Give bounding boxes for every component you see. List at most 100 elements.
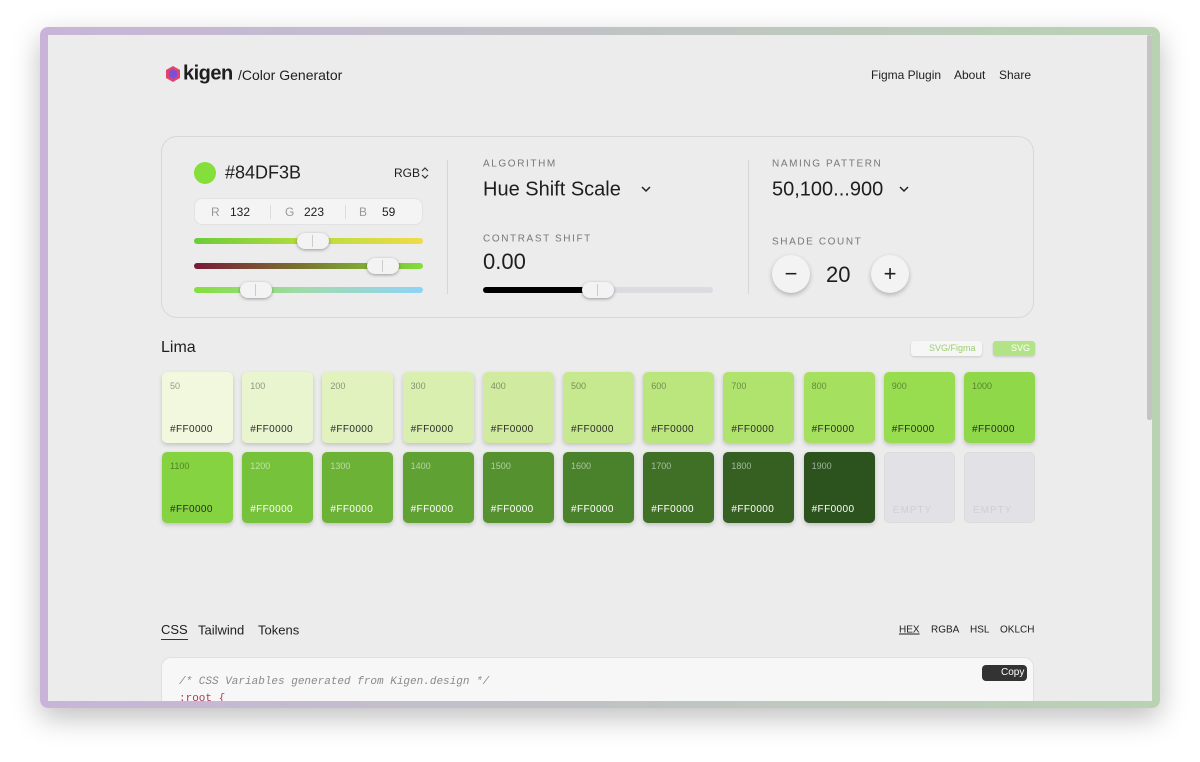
swatch-hex: #FF0000 (490, 424, 534, 435)
swatch[interactable]: 300 #FF0000 (402, 372, 474, 443)
swatch-label: 100 (250, 381, 266, 391)
section-label: SHADE COUNT (772, 236, 863, 248)
channel-value[interactable]: 223 (304, 205, 325, 219)
swatch[interactable]: 1400 #FF0000 (402, 452, 474, 523)
swatch-label: 800 (811, 381, 827, 391)
window: kigen /Color Generator Figma Plugin Abou… (40, 27, 1160, 708)
section-label: CONTRAST SHIFT (483, 233, 592, 245)
mode-select[interactable]: RGB (394, 166, 421, 180)
swatch-label: 1700 (651, 461, 672, 471)
palette-name: Lima (161, 339, 196, 356)
swatch[interactable]: 1000 #FF0000 (964, 372, 1035, 443)
swatch-label: 1800 (731, 461, 752, 471)
slider-knob[interactable] (297, 233, 329, 249)
swatch[interactable]: 1300 #FF0000 (322, 452, 394, 523)
format-option[interactable]: HSL (970, 624, 990, 636)
app: kigen /Color Generator Figma Plugin Abou… (48, 35, 1152, 701)
tab[interactable]: Tokens (258, 622, 300, 638)
swatch[interactable]: 900 #FF0000 (883, 372, 955, 443)
swatch-label: 300 (410, 381, 426, 391)
page-title: /Color Generator (238, 67, 343, 83)
slider-knob[interactable] (367, 258, 399, 274)
swatch-hex: #FF0000 (330, 424, 374, 435)
swatch-hex: #FF0000 (651, 504, 695, 515)
tab[interactable]: CSS (161, 620, 188, 640)
swatch[interactable]: 1800 #FF0000 (723, 452, 795, 523)
channel-value[interactable]: 132 (230, 205, 251, 219)
code-box (161, 657, 1034, 701)
swatch[interactable]: 50 #FF0000 (162, 372, 233, 443)
shade-count: 20 (826, 262, 851, 287)
nav-link[interactable]: About (954, 68, 986, 82)
nav-link[interactable]: Share (999, 68, 1032, 82)
swatch[interactable]: 1900 #FF0000 (803, 452, 875, 523)
export-button[interactable]: SVG (993, 341, 1035, 356)
color-dot[interactable] (194, 162, 216, 184)
scrollbar[interactable] (1147, 35, 1152, 420)
rgb-input[interactable] (194, 198, 423, 225)
code-line: /* CSS Variables generated from Kigen.de… (179, 676, 490, 688)
swatch-hex: #FF0000 (571, 504, 614, 515)
slider-track (194, 287, 423, 293)
swatch-label: 900 (891, 381, 907, 391)
divider (748, 160, 749, 294)
slider-knob[interactable] (240, 282, 272, 298)
swatch-hex: #FF0000 (170, 504, 213, 515)
decrement-button[interactable]: − (772, 255, 810, 293)
swatch[interactable]: 600 #FF0000 (643, 372, 715, 443)
swatch-label: 50 (170, 381, 181, 391)
logo-icon (166, 66, 180, 82)
swatch[interactable]: 100 #FF0000 (242, 372, 314, 443)
swatch-label: 500 (571, 381, 587, 391)
swatch[interactable]: 1200 #FF0000 (242, 452, 314, 523)
swatch[interactable]: 1700 #FF0000 (643, 452, 715, 523)
channel-value[interactable]: 59 (382, 205, 396, 219)
swatch[interactable]: 1600 #FF0000 (563, 452, 634, 523)
separator (345, 205, 346, 219)
code-line: :root { (179, 693, 226, 701)
slider-knob[interactable] (582, 282, 614, 298)
swatch[interactable]: 700 #FF0000 (723, 372, 795, 443)
increment-button[interactable]: + (871, 255, 909, 293)
format-option[interactable]: OKLCH (1000, 624, 1035, 636)
nav-link[interactable]: Figma Plugin (871, 68, 942, 82)
swatch-hex: #FF0000 (972, 424, 1015, 435)
swatch-label: 1600 (571, 461, 592, 471)
naming-select[interactable]: 50,100...900 (772, 178, 884, 201)
empty-swatch: EMPTY (964, 452, 1035, 523)
format-option[interactable]: HEX (899, 624, 920, 636)
empty-swatch: EMPTY (883, 452, 955, 523)
swatch[interactable]: 1100 #FF0000 (162, 452, 233, 523)
swatch-hex: #FF0000 (490, 504, 534, 515)
swatch[interactable]: 200 #FF0000 (322, 372, 394, 443)
swatch[interactable]: 800 #FF0000 (803, 372, 875, 443)
channel-label: R (211, 205, 220, 219)
swatch-hex: #FF0000 (250, 424, 294, 435)
swatch[interactable]: 400 #FF0000 (482, 372, 554, 443)
swatch[interactable]: 1500 #FF0000 (482, 452, 554, 523)
swatch-hex: #FF0000 (811, 504, 855, 515)
tab[interactable]: Tailwind (198, 622, 245, 638)
swatch[interactable]: 500 #FF0000 (563, 372, 634, 443)
swatch-label: 200 (330, 381, 346, 391)
algorithm-select[interactable]: Hue Shift Scale (483, 178, 621, 201)
export-button[interactable]: SVG/Figma (911, 341, 982, 356)
separator (270, 205, 271, 219)
swatch-label: 700 (731, 381, 747, 391)
swatch-label: 1200 (250, 461, 271, 471)
copy-button[interactable]: Copy (982, 665, 1027, 681)
swatch-label: 1100 (170, 461, 190, 471)
swatch-hex: #FF0000 (330, 504, 374, 515)
hex-input[interactable]: #84DF3B (225, 162, 302, 183)
chevron (899, 186, 909, 193)
channel-label: G (285, 205, 295, 219)
format-option[interactable]: RGBA (931, 624, 960, 636)
section-label: NAMING PATTERN (772, 158, 883, 170)
section-label: ALGORITHM (483, 158, 557, 170)
swatch-hex: #FF0000 (731, 424, 775, 435)
channel-label: B (359, 205, 368, 219)
swatch-label: 600 (651, 381, 667, 391)
brand[interactable]: kigen (183, 62, 233, 85)
